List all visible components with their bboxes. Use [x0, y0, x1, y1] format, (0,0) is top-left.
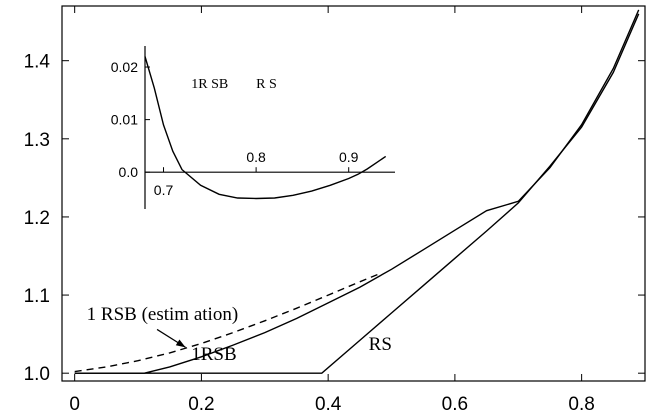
y-tick-label: 1.1 — [24, 286, 50, 307]
x-tick-label: 0.2 — [188, 394, 214, 415]
inset-y-tick-label: 0.0 — [119, 164, 139, 180]
main-curves — [74, 9, 640, 374]
axis-ticks: 0 0.2 0.4 0.6 0.8 1.0 1.1 1.2 1.3 1.4 — [24, 6, 645, 415]
y-tick-label: 1.2 — [24, 208, 50, 229]
annotation-label: 1 RSB (estim ation) — [87, 304, 238, 325]
y-tick-label: 1.3 — [24, 130, 50, 151]
inset-series-curve — [144, 56, 387, 200]
series-1-rsb-estimation — [74, 273, 380, 373]
inset-x-tick-label: 0.7 — [154, 182, 174, 198]
main-annotations: 1 RSB (estim ation) 1RSB RS — [87, 304, 392, 365]
annotation-arrowhead — [175, 339, 186, 348]
y-tick-label: 1.4 — [24, 52, 51, 73]
inset-x-tick-label: 0.9 — [339, 149, 359, 165]
inset-annotation-label: 1R SB — [191, 77, 228, 92]
inset-x-tick-label: 0.8 — [246, 149, 266, 165]
inset-y-tick-label: 0.01 — [111, 112, 138, 128]
series-rs — [74, 13, 640, 374]
inset-plot: 0.0 0.01 0.02 0.7 0.8 0.9 1R SB R S — [111, 46, 395, 209]
annotation-label: RS — [369, 334, 392, 355]
inset-y-tick-label: 0.02 — [111, 59, 138, 75]
x-tick-label: 0.8 — [568, 394, 594, 415]
x-tick-label: 0.4 — [315, 394, 342, 415]
x-tick-label: 0 — [69, 394, 80, 415]
inset-annotation-label: R S — [256, 77, 277, 92]
y-tick-label: 1.0 — [24, 364, 50, 385]
x-tick-label: 0.6 — [442, 394, 468, 415]
series-1rsb — [74, 9, 640, 374]
plot-frame — [61, 5, 646, 382]
annotation-label: 1RSB — [191, 344, 236, 365]
